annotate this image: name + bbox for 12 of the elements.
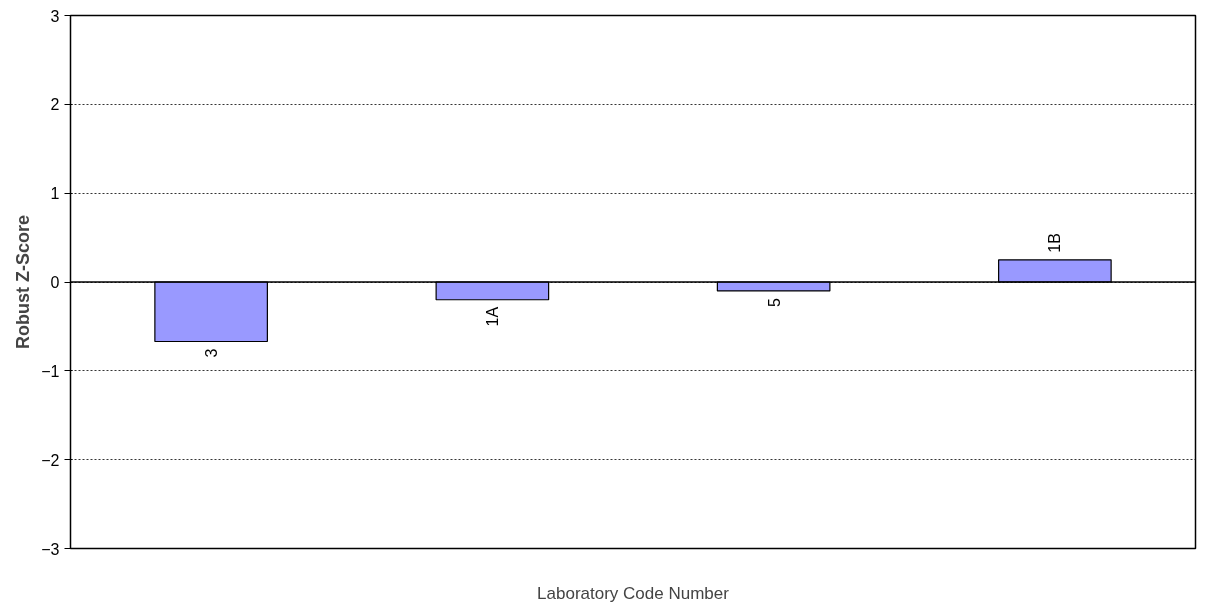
y-tick-label: −2 xyxy=(41,451,60,469)
x-tick-label: 5 xyxy=(765,297,783,307)
x-tick-label: 1B xyxy=(1046,233,1064,253)
y-tick-label: 2 xyxy=(50,96,60,114)
y-axis-title: Robust Z-Score xyxy=(13,214,34,349)
y-tick-label: 0 xyxy=(50,274,60,291)
y-tick-label: −3 xyxy=(41,540,60,558)
y-tick-label: −1 xyxy=(41,362,60,380)
x-tick-label: 1A xyxy=(483,306,501,327)
y-tick-label: 1 xyxy=(50,185,60,203)
y-tick-label: 3 xyxy=(50,7,60,25)
x-axis-title: Laboratory Code Number xyxy=(537,583,730,603)
